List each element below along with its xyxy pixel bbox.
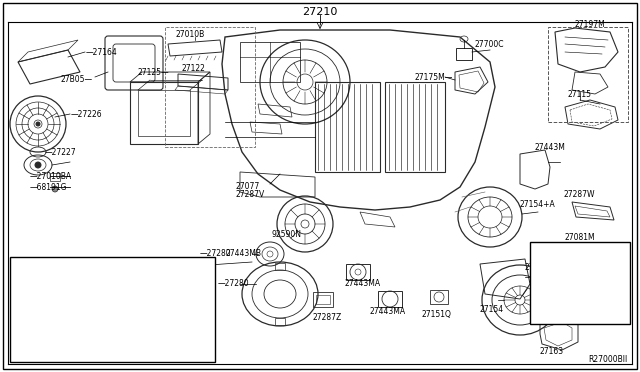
Bar [534, 262, 624, 267]
Text: 27154: 27154 [480, 305, 504, 314]
Bar [378, 291, 402, 307]
Bar [530, 242, 630, 324]
Text: 27151Q: 27151Q [422, 310, 452, 318]
Bar [532, 308, 628, 317]
Bar [313, 292, 333, 307]
Text: 27287V: 27287V [235, 189, 264, 199]
Text: 27210: 27210 [302, 7, 338, 17]
Bar [165, 27, 255, 147]
Text: 27443M: 27443M [535, 142, 566, 151]
Bar [534, 274, 624, 279]
Bar [346, 264, 370, 280]
Text: 27115: 27115 [568, 90, 592, 99]
Text: 92590N: 92590N [272, 230, 302, 238]
Bar [548, 27, 628, 122]
Text: 27443MA: 27443MA [345, 279, 381, 289]
Text: —27280: —27280 [200, 250, 232, 259]
Text: 92200M: 92200M [15, 292, 45, 301]
Text: 27154+A: 27154+A [520, 199, 556, 208]
Text: 92796: 92796 [15, 279, 39, 289]
Text: 27864R: 27864R [525, 263, 554, 272]
Text: —68191G: —68191G [30, 183, 67, 192]
Text: 27163: 27163 [540, 347, 564, 356]
Bar [532, 272, 628, 281]
Text: R27000BII: R27000BII [589, 356, 628, 365]
Text: <16mm>: <16mm> [15, 267, 52, 276]
Text: 27077: 27077 [235, 182, 259, 190]
Text: —27227: —27227 [45, 148, 77, 157]
Text: ALL BOLTS CONTAINED IN A SET 27020A: ALL BOLTS CONTAINED IN A SET 27020A [10, 347, 163, 356]
Polygon shape [98, 269, 176, 324]
Bar [534, 250, 624, 255]
Text: —27226: —27226 [71, 109, 102, 119]
Text: 27010B: 27010B [175, 29, 204, 38]
Text: 92476+A: 92476+A [15, 301, 51, 311]
Bar [316, 295, 330, 304]
Bar [385, 82, 445, 172]
Bar [240, 42, 300, 82]
Ellipse shape [36, 122, 40, 126]
Text: 27B05—: 27B05— [60, 74, 92, 83]
Text: 27122: 27122 [182, 64, 206, 73]
Bar [532, 248, 628, 257]
Text: 27081M: 27081M [564, 232, 595, 241]
Bar [534, 310, 624, 315]
Text: 27197M: 27197M [575, 19, 605, 29]
Bar [10, 257, 215, 362]
Text: 27125—: 27125— [138, 67, 170, 77]
Bar [534, 286, 624, 291]
Bar [456, 48, 472, 60]
Bar [532, 284, 628, 293]
Bar [315, 82, 380, 172]
Bar [275, 318, 285, 325]
Text: 92476: 92476 [15, 260, 39, 269]
Text: 27175M—: 27175M— [415, 73, 453, 81]
Ellipse shape [52, 186, 58, 192]
Text: 27700C: 27700C [475, 39, 504, 48]
Text: —27164: —27164 [86, 48, 118, 57]
Text: 27287Z: 27287Z [313, 312, 342, 321]
Bar [534, 298, 624, 303]
Bar [430, 290, 448, 304]
Text: —27280: —27280 [218, 279, 250, 289]
Text: 27443MA: 27443MA [370, 308, 406, 317]
Bar [275, 263, 285, 270]
Text: —27010BA: —27010BA [30, 171, 72, 180]
Text: 27443MB: 27443MB [225, 250, 261, 259]
Bar [532, 296, 628, 305]
Text: <12mm>: <12mm> [15, 311, 52, 321]
Text: 27287W: 27287W [564, 189, 595, 199]
Bar [532, 260, 628, 269]
Ellipse shape [35, 162, 41, 168]
Bar [50, 173, 60, 181]
